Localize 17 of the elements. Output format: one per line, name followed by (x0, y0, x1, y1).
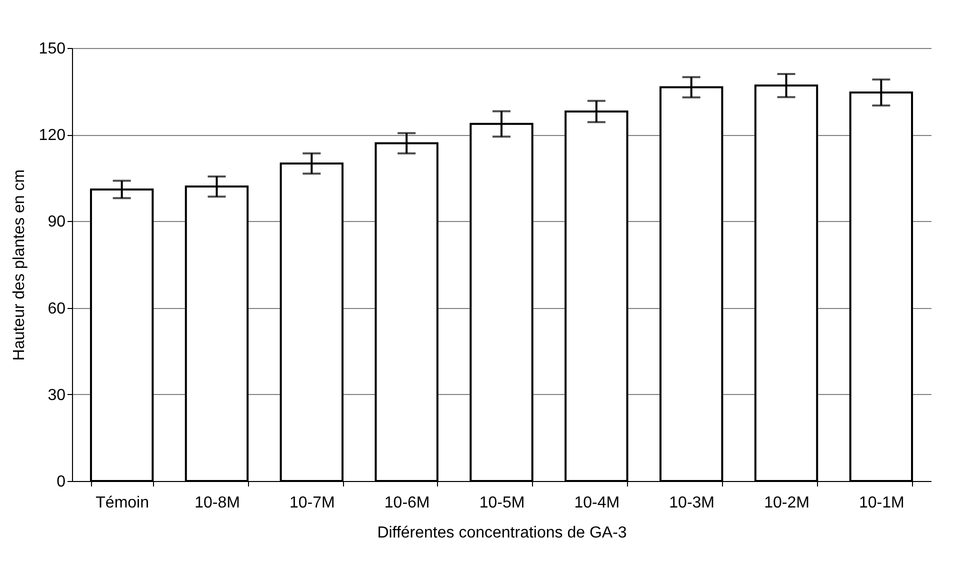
y-axis-title: Hauteur des plantes en cm (10, 169, 28, 361)
y-tick-label: 90 (48, 214, 66, 231)
x-tick-label: 10-8M (194, 494, 240, 512)
y-tick-label: 120 (38, 127, 66, 144)
y-tick-label: 0 (56, 474, 66, 490)
x-tick-label: 10-3M (669, 494, 715, 512)
x-tick-label: 10-7M (289, 494, 335, 512)
x-tick-label: Témoin (96, 494, 150, 512)
y-tick-label: 60 (48, 300, 66, 318)
x-tick-label: 10-5M (479, 494, 525, 512)
y-tick-label: 150 (38, 40, 66, 58)
x-tick-label: 10-6M (384, 494, 430, 512)
x-tick-label: 10-4M (574, 494, 620, 512)
y-tick-label: 30 (48, 386, 66, 404)
x-axis-title: Différentes concentrations de GA-3 (377, 524, 627, 542)
x-tick-label: 10-1M (858, 494, 904, 512)
x-tick-label: 10-2M (764, 494, 810, 512)
